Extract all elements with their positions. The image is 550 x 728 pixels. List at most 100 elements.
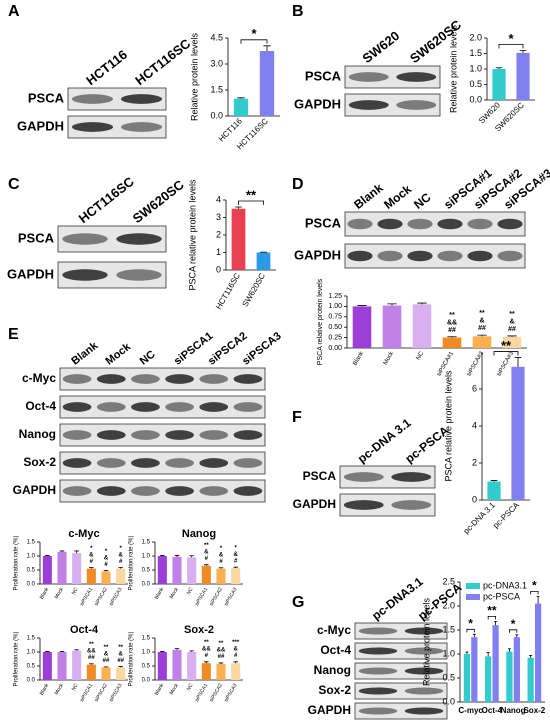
blot-band	[404, 687, 444, 695]
bar	[412, 304, 432, 348]
blot-band	[467, 218, 493, 230]
significance-mark: &&	[202, 647, 211, 653]
significance-bracket	[238, 200, 264, 205]
error-bar	[218, 662, 224, 665]
bar	[157, 556, 167, 584]
significance-mark: **	[479, 310, 485, 317]
blot-strip	[354, 682, 448, 700]
error-bar	[235, 206, 242, 209]
blot-band	[96, 458, 126, 468]
blot-band	[358, 627, 398, 635]
x-tick-label: siPSCA1	[194, 682, 209, 703]
row-label: GAPDH	[308, 703, 351, 717]
significance-mark: &&	[87, 649, 96, 655]
blot-strip	[344, 211, 526, 237]
bar	[42, 556, 52, 584]
y-tick-label: 0.25	[328, 334, 342, 341]
blot-band	[467, 250, 493, 262]
blot-band	[358, 647, 398, 655]
blot-band	[131, 430, 160, 440]
bar	[513, 637, 520, 702]
significance-mark: *	[119, 546, 122, 552]
x-tick-label: Mock	[169, 682, 180, 696]
significance-mark: **	[104, 645, 109, 651]
blot-band	[377, 218, 403, 230]
error-bar	[118, 666, 123, 668]
blot-band	[347, 218, 373, 230]
row-label: PSCA	[305, 68, 342, 83]
error-bar	[59, 550, 65, 552]
blot-band	[233, 402, 263, 412]
bar	[233, 98, 249, 116]
y-tick-label: 0.00	[328, 345, 342, 352]
y-tick-label: 4.5	[210, 32, 223, 42]
bar	[116, 667, 126, 680]
blot-band	[199, 402, 229, 412]
significance-bracket	[498, 44, 524, 49]
significance-mark: #	[119, 559, 123, 565]
blot-band	[391, 500, 432, 510]
row-label: GAPDH	[293, 497, 336, 511]
blot-band	[404, 627, 444, 635]
x-tick-label: siPSCA1	[194, 586, 209, 607]
bar	[382, 305, 402, 348]
blot-strip	[344, 93, 441, 117]
x-tick-label: Mock	[383, 350, 396, 366]
blot-band	[396, 72, 437, 82]
significance-mark: #	[90, 559, 94, 565]
significance-mark: **	[118, 645, 123, 651]
significance-mark: **	[204, 640, 209, 646]
blot-band	[404, 647, 444, 655]
error-bar	[189, 650, 194, 652]
blot-band	[62, 233, 108, 245]
blot-strip	[59, 479, 266, 503]
significance-mark: &	[219, 553, 224, 559]
error-bar	[174, 648, 180, 650]
blot-band	[343, 472, 384, 482]
error-bar	[507, 335, 517, 337]
row-label: Oct-4	[320, 643, 351, 657]
bar	[471, 637, 478, 702]
y-tick-label: 0.5	[27, 568, 36, 574]
error-bar	[237, 97, 245, 99]
blot-band	[131, 486, 160, 496]
y-tick-label: 1.25	[328, 293, 342, 300]
significance-mark: **	[501, 338, 512, 353]
blot-band	[437, 250, 463, 262]
blot-band	[407, 250, 433, 262]
y-tick-label: 0.0	[142, 582, 151, 588]
row-label: c-Myc	[317, 623, 351, 637]
bar	[42, 652, 52, 680]
error-bar	[387, 303, 397, 306]
lane-label: siPSCA3	[240, 330, 284, 368]
blot-band	[62, 269, 108, 281]
panel-letter: B	[292, 3, 304, 20]
blot-band	[62, 374, 92, 384]
significance-mark: ##	[448, 327, 456, 334]
legend-label: pc-PSCA	[483, 591, 520, 601]
bar	[231, 208, 246, 270]
blot-band	[199, 374, 229, 384]
blot-band	[165, 430, 194, 440]
error-bar	[45, 555, 50, 556]
x-tick-label: NC	[71, 682, 80, 692]
row-label: PSCA	[303, 469, 337, 483]
significance-mark: #	[104, 562, 108, 568]
bar	[442, 337, 462, 348]
error-bar	[218, 567, 224, 569]
blot-band	[233, 430, 263, 440]
blot-band	[358, 667, 398, 675]
error-bar	[507, 648, 511, 652]
bar	[472, 336, 492, 348]
blot-band	[497, 218, 523, 230]
blot-strip	[59, 395, 266, 419]
significance-mark: *	[234, 546, 237, 552]
error-bar	[160, 555, 165, 556]
error-bar	[45, 651, 50, 652]
blot-band	[233, 486, 263, 496]
blot-strip	[354, 642, 448, 660]
error-bar	[495, 67, 503, 69]
bar	[101, 571, 111, 584]
error-bar	[204, 564, 209, 566]
blot-band	[96, 486, 126, 496]
